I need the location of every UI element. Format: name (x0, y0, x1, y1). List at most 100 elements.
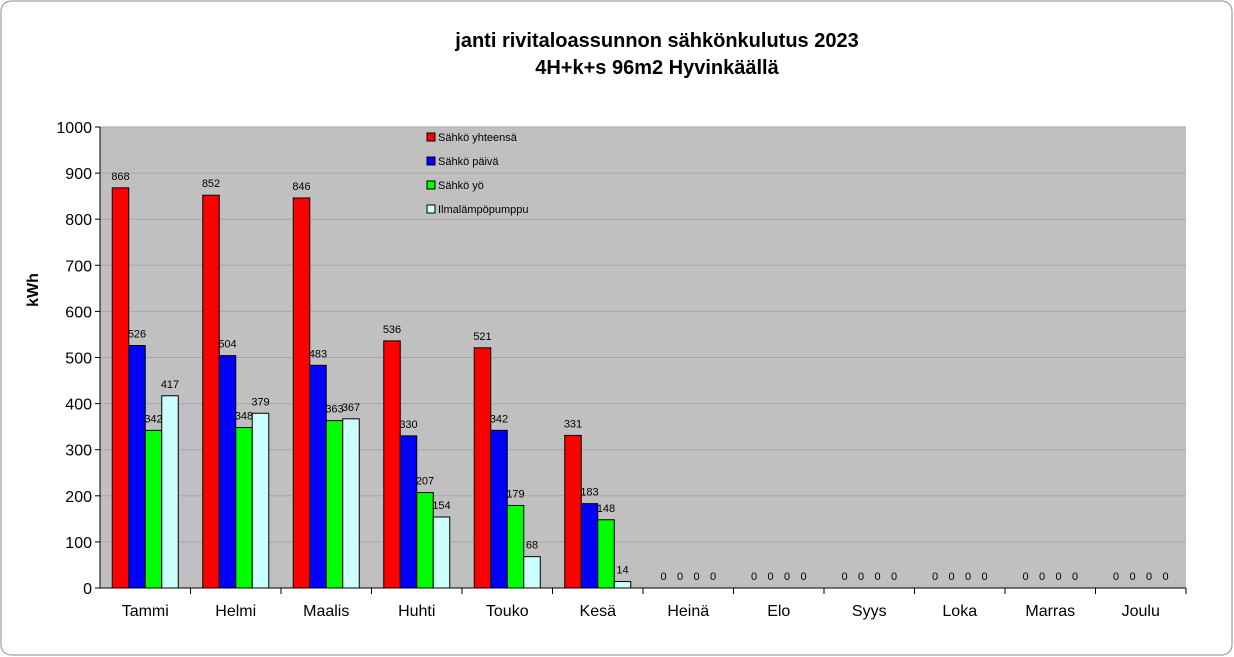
data-label: 0 (1113, 571, 1119, 583)
x-tick-label: Tammi (122, 603, 169, 620)
data-label: 0 (981, 571, 987, 583)
bar (383, 340, 401, 589)
x-tick-label: Joulu (1122, 603, 1160, 620)
data-label: 367 (342, 402, 360, 414)
y-tick-label: 300 (65, 443, 92, 460)
data-label: 0 (751, 571, 757, 583)
data-label: 0 (660, 571, 666, 583)
legend-label: Sähkö yhteensä (438, 132, 518, 144)
x-tick-label: Touko (486, 603, 529, 620)
data-label: 348 (235, 411, 253, 423)
bar (523, 556, 541, 589)
bar (251, 412, 270, 589)
data-label: 331 (564, 418, 582, 430)
chart-subtitle: 4H+k+s 96m2 Hyvinkäällä (535, 57, 779, 79)
x-tick-label: Huhti (398, 603, 435, 620)
y-tick-label: 1000 (56, 120, 92, 137)
bar (292, 197, 311, 589)
data-label: 0 (767, 571, 773, 583)
data-label: 521 (473, 331, 491, 343)
data-label: 0 (841, 571, 847, 583)
y-tick-label: 200 (65, 489, 92, 506)
legend-label: Sähkö yö (438, 180, 484, 192)
x-tick-label: Kesä (580, 603, 617, 620)
legend-swatch (426, 180, 436, 190)
bar (202, 194, 220, 589)
bar (218, 355, 237, 589)
data-label: 846 (292, 181, 310, 193)
y-tick-label: 0 (83, 581, 92, 598)
data-label: 0 (1055, 571, 1061, 583)
bar (235, 427, 253, 589)
legend-label: Sähkö päivä (438, 156, 499, 168)
x-tick-label: Marras (1025, 603, 1075, 620)
legend-swatch (426, 156, 436, 166)
data-label: 68 (526, 540, 538, 552)
x-tick-label: Syys (852, 603, 887, 620)
bar (399, 435, 418, 589)
chart-title: janti rivitaloassunnon sähkönkulutus 202… (454, 30, 858, 52)
x-tick-label: Loka (942, 603, 977, 620)
y-axis-label: kWh (25, 273, 42, 307)
data-label: 526 (128, 329, 146, 341)
data-label: 342 (490, 413, 508, 425)
bar (490, 429, 508, 589)
data-label: 342 (144, 413, 162, 425)
data-label: 363 (325, 404, 343, 416)
data-label: 148 (597, 503, 615, 515)
y-tick-label: 500 (65, 351, 92, 368)
bar (613, 581, 632, 589)
bar (597, 519, 615, 589)
bar (144, 429, 163, 589)
bar (416, 492, 434, 589)
legend-label: Ilmalämpöpumppu (438, 204, 529, 216)
data-label: 0 (891, 571, 897, 583)
data-label: 330 (399, 419, 417, 431)
legend-swatch (426, 132, 436, 142)
y-tick-label: 400 (65, 397, 92, 414)
data-label: 0 (1072, 571, 1078, 583)
data-label: 0 (1039, 571, 1045, 583)
bar (432, 516, 451, 589)
data-label: 179 (506, 488, 524, 500)
bar (128, 345, 146, 589)
data-label: 868 (111, 171, 129, 183)
bar (309, 364, 327, 589)
data-label: 852 (202, 178, 220, 190)
data-label: 0 (948, 571, 954, 583)
x-tick-label: Helmi (215, 603, 256, 620)
bar (342, 418, 360, 589)
data-label: 207 (416, 476, 434, 488)
data-label: 14 (616, 565, 628, 577)
bar (473, 347, 492, 589)
data-label: 0 (693, 571, 699, 583)
bar (325, 420, 344, 589)
data-label: 0 (858, 571, 864, 583)
data-label: 379 (251, 396, 269, 408)
legend-swatch (426, 204, 436, 214)
data-label: 0 (932, 571, 938, 583)
x-tick-label: Heinä (667, 603, 709, 620)
data-label: 0 (784, 571, 790, 583)
data-label: 0 (1162, 571, 1168, 583)
bar (161, 395, 179, 589)
data-label: 417 (161, 379, 179, 391)
y-tick-label: 800 (65, 212, 92, 229)
data-label: 0 (710, 571, 716, 583)
data-label: 0 (1146, 571, 1152, 583)
data-label: 0 (800, 571, 806, 583)
x-tick-label: Maalis (303, 603, 349, 620)
data-label: 536 (383, 324, 401, 336)
bar (580, 503, 599, 589)
bar (111, 187, 130, 589)
y-tick-label: 900 (65, 166, 92, 183)
data-label: 0 (1022, 571, 1028, 583)
data-label: 183 (580, 487, 598, 499)
y-tick-label: 100 (65, 535, 92, 552)
y-tick-label: 700 (65, 258, 92, 275)
bar (564, 434, 582, 589)
data-label: 154 (432, 500, 450, 512)
data-label: 483 (309, 348, 327, 360)
